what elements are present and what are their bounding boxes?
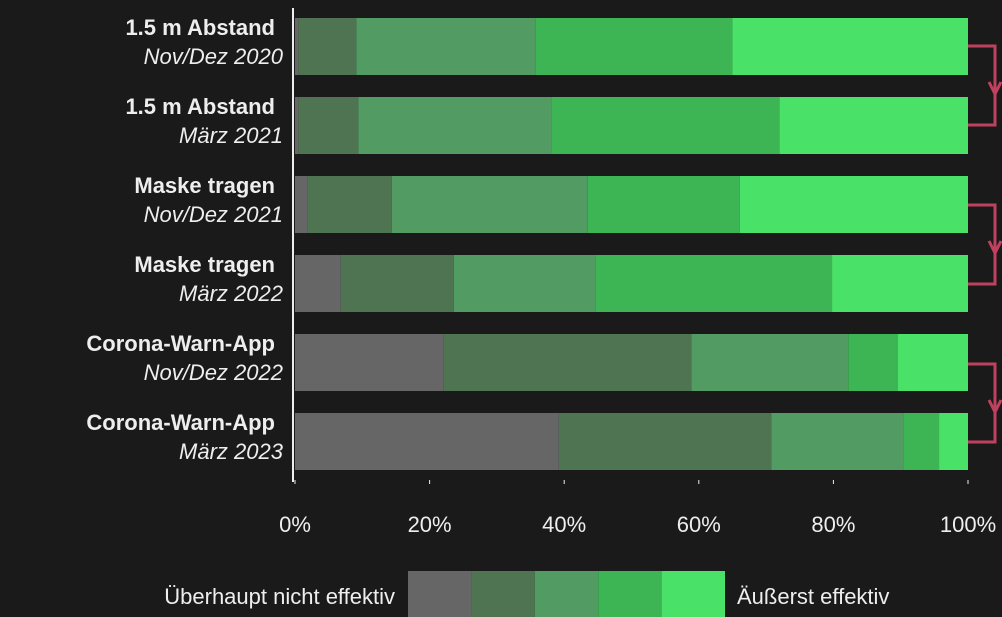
legend-swatch: [408, 571, 472, 617]
bar-segment: [558, 413, 772, 470]
x-tick-label: 0%: [279, 512, 311, 537]
category-date: Nov/Dez 2021: [144, 202, 283, 227]
bar-segment: [298, 18, 357, 75]
bar-segment: [535, 18, 733, 75]
bar-segment: [898, 334, 968, 391]
bracket-arrow: [987, 81, 1002, 98]
bar-segment: [298, 97, 359, 154]
x-tick-label: 60%: [677, 512, 721, 537]
bar-segment: [443, 334, 692, 391]
bar-segment: [356, 18, 536, 75]
legend-swatch: [471, 571, 535, 617]
legend-swatch: [534, 571, 599, 617]
bar-segment: [832, 255, 968, 312]
bar-segment: [295, 413, 559, 470]
bracket: [968, 44, 997, 127]
category-date: Nov/Dez 2020: [144, 44, 284, 69]
bar-segment: [295, 334, 444, 391]
category-name: Corona-Warn-App: [86, 331, 275, 356]
bar-segment: [307, 176, 392, 233]
bracket: [968, 362, 997, 444]
bar-segment: [453, 255, 596, 312]
x-tick-label: 100%: [940, 512, 996, 537]
bar-segment: [295, 176, 308, 233]
category-name: 1.5 m Abstand: [125, 15, 275, 40]
bar-segment: [771, 413, 904, 470]
bar-segment: [295, 97, 299, 154]
legend-high-label: Äußerst effektiv: [737, 584, 889, 609]
category-date: März 2023: [179, 439, 284, 464]
bar-segment: [903, 413, 940, 470]
category-date: Nov/Dez 2022: [144, 360, 283, 385]
bar-segment: [295, 18, 299, 75]
bar-segment: [295, 255, 341, 312]
category-name: 1.5 m Abstand: [125, 94, 275, 119]
bar-segment: [732, 18, 968, 75]
bar-segment: [939, 413, 968, 470]
category-name: Maske tragen: [134, 173, 275, 198]
bar-segment: [595, 255, 833, 312]
bar-segment: [391, 176, 588, 233]
category-name: Maske tragen: [134, 252, 275, 277]
category-name: Corona-Warn-App: [86, 410, 275, 435]
bracket: [968, 203, 997, 286]
legend-swatch: [661, 571, 725, 617]
bar-segment: [779, 97, 968, 154]
bar-segment: [551, 97, 780, 154]
x-tick-label: 80%: [811, 512, 855, 537]
bar-segment: [691, 334, 849, 391]
x-tick-label: 40%: [542, 512, 586, 537]
x-tick-label: 20%: [408, 512, 452, 537]
bracket-arrow: [987, 240, 1002, 257]
comparison-brackets: [968, 44, 1002, 444]
category-date: März 2021: [179, 123, 283, 148]
legend-low-label: Überhaupt nicht effektiv: [164, 584, 395, 609]
bar-segment: [358, 97, 552, 154]
bar-segment: [340, 255, 454, 312]
bar-segment: [848, 334, 899, 391]
bracket-arrow: [987, 399, 1002, 416]
category-date: März 2022: [179, 281, 283, 306]
legend-swatch: [598, 571, 662, 617]
bar-segment: [587, 176, 740, 233]
bar-segment: [739, 176, 968, 233]
